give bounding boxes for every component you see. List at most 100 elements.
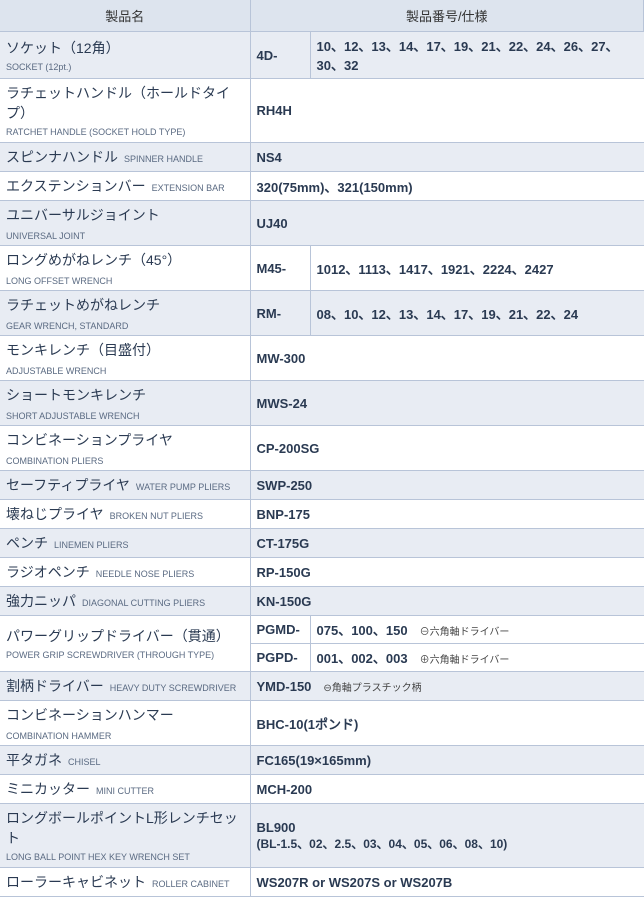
- product-spec-cell: CT-175G: [250, 529, 644, 558]
- product-code-cell: PGMD-: [250, 616, 310, 644]
- product-spec-cell: 001、002、003⊕六角軸ドライバー: [310, 644, 644, 672]
- product-code-cell: 4D-: [250, 32, 310, 79]
- product-code-cell: RM-: [250, 291, 310, 336]
- product-spec-cell: MW-300: [250, 336, 644, 381]
- product-name-jp: ユニバーサルジョイント: [6, 205, 160, 225]
- table-row: ロングボールポイントL形レンチセットLONG BALL POINT HEX KE…: [0, 804, 644, 868]
- table-row: 割柄ドライバー HEAVY DUTY SCREWDRIVER YMD-150⊖角軸プ…: [0, 672, 644, 701]
- table-row: モンキレンチ（目盛付） ADJUSTABLE WRENCH MW-300: [0, 336, 644, 381]
- product-note: ⊖六角軸ドライバー: [420, 627, 510, 638]
- product-name-en: ADJUSTABLE WRENCH: [6, 366, 106, 376]
- product-name-jp: 強力ニッパ: [6, 591, 76, 611]
- product-spec-cell: NS4: [250, 143, 644, 172]
- product-spec-cell: 320(75mm)、321(150mm): [250, 172, 644, 201]
- product-name-en: BROKEN NUT PLIERS: [110, 511, 203, 521]
- product-name-cell: ロングめがねレンチ（45°） LONG OFFSET WRENCH: [0, 246, 250, 291]
- product-name-cell: ユニバーサルジョイント UNIVERSAL JOINT: [0, 201, 250, 246]
- product-name-en: SHORT ADJUSTABLE WRENCH: [6, 411, 140, 421]
- product-name-cell: ソケット（12角） SOCKET (12pt.): [0, 32, 250, 79]
- product-name-jp: スピンナハンドル: [6, 147, 118, 167]
- product-name-jp: ローラーキャビネット: [6, 872, 146, 892]
- table-row: ラジオペンチNEEDLE NOSE PLIERSRP-150G: [0, 558, 644, 587]
- product-spec-cell: 08、10、12、13、14、17、19、21、22、24: [310, 291, 644, 336]
- table-row: コンビネーションプライヤ COMBINATION PLIERS CP-200SG: [0, 426, 644, 471]
- product-spec-cell: BNP-175: [250, 500, 644, 529]
- table-row: ラチェットめがねレンチ GEAR WRENCH, STANDARD RM-08、10…: [0, 291, 644, 336]
- table-row: ユニバーサルジョイントUNIVERSAL JOINTUJ40: [0, 201, 644, 246]
- product-spec-cell: 10、12、13、14、17、19、21、22、24、26、27、30、32: [310, 32, 644, 79]
- header-product-spec: 製品番号/仕様: [250, 0, 644, 32]
- product-name-en: EXTENSION BAR: [152, 183, 225, 193]
- product-name-cell: ミニカッター MINI CUTTER: [0, 775, 250, 804]
- product-name-cell: ローラーキャビネット ROLLER CABINET: [0, 868, 250, 897]
- table-row: ロングめがねレンチ（45°）LONG OFFSET WRENCHM45-1012…: [0, 246, 644, 291]
- product-name-en: DIAGONAL CUTTING PLIERS: [82, 598, 205, 608]
- product-name-cell: ラチェットハンドル（ホールドタイプ） RATCHET HANDLE (SOCKET…: [0, 79, 250, 143]
- product-name-jp: ショートモンキレンチ: [6, 385, 146, 405]
- table-row: スピンナハンドルSPINNER HANDLENS4: [0, 143, 644, 172]
- product-name-jp: コンビネーションプライヤ: [6, 430, 173, 450]
- product-name-jp: パワーグリップドライバー（貫通）: [6, 626, 244, 646]
- product-name-cell: 強力ニッパ DIAGONAL CUTTING PLIERS: [0, 587, 250, 616]
- product-name-jp: ロングめがねレンチ（45°）: [6, 250, 181, 270]
- product-code-cell: PGPD-: [250, 644, 310, 672]
- product-spec-cell: MWS-24: [250, 381, 644, 426]
- table-row: ペンチLINEMEN PLIERSCT-175G: [0, 529, 644, 558]
- product-name-cell: コンビネーションハンマー COMBINATION HAMMER: [0, 701, 250, 746]
- product-name-en: NEEDLE NOSE PLIERS: [96, 569, 195, 579]
- product-name-en: HEAVY DUTY SCREWDRIVER: [110, 683, 237, 693]
- product-name-jp: ロングボールポイントL形レンチセット: [6, 808, 244, 848]
- product-name-en: GEAR WRENCH, STANDARD: [6, 321, 128, 331]
- table-row: 壊ねじプライヤ BROKEN NUT PLIERS BNP-175: [0, 500, 644, 529]
- product-spec-cell: BL900(BL-1.5、02、2.5、03、04、05、06、08、10): [250, 804, 644, 868]
- product-name-cell: コンビネーションプライヤ COMBINATION PLIERS: [0, 426, 250, 471]
- product-name-cell: モンキレンチ（目盛付） ADJUSTABLE WRENCH: [0, 336, 250, 381]
- product-name-jp: 平タガネ: [6, 750, 62, 770]
- table-row: 強力ニッパDIAGONAL CUTTING PLIERSKN-150G: [0, 587, 644, 616]
- product-name-cell: 割柄ドライバー HEAVY DUTY SCREWDRIVER: [0, 672, 250, 701]
- product-name-cell: 平タガネCHISEL: [0, 746, 250, 775]
- product-name-en: UNIVERSAL JOINT: [6, 231, 85, 241]
- product-name-jp: 壊ねじプライヤ: [6, 504, 104, 524]
- product-name-jp: モンキレンチ（目盛付）: [6, 340, 160, 360]
- product-name-jp: 割柄ドライバー: [6, 676, 104, 696]
- product-spec-cell: YMD-150⊖角軸プラスチック柄: [250, 672, 644, 701]
- product-name-en: ROLLER CABINET: [152, 879, 230, 889]
- product-name-jp: ソケット（12角）: [6, 38, 244, 58]
- product-spec-cell: CP-200SG: [250, 426, 644, 471]
- product-name-en: SOCKET (12pt.): [6, 62, 71, 72]
- product-name-jp: コンビネーションハンマー: [6, 705, 174, 725]
- product-spec-cell: BHC-10(1ポンド): [250, 701, 644, 746]
- product-name-en: POWER GRIP SCREWDRIVER (THROUGH TYPE): [6, 650, 214, 660]
- product-name-cell: 壊ねじプライヤ BROKEN NUT PLIERS: [0, 500, 250, 529]
- product-name-cell: エクステンションバーEXTENSION BAR: [0, 172, 250, 201]
- product-name-en: MINI CUTTER: [96, 786, 154, 796]
- table-row: コンビネーションハンマー COMBINATION HAMMER BHC-10(1ポン…: [0, 701, 644, 746]
- product-name-cell: ペンチLINEMEN PLIERS: [0, 529, 250, 558]
- product-spec-table: 製品名 製品番号/仕様 ソケット（12角） SOCKET (12pt.) 4D-10…: [0, 0, 644, 897]
- product-name-en: COMBINATION PLIERS: [6, 456, 103, 466]
- product-name-en: RATCHET HANDLE (SOCKET HOLD TYPE): [6, 127, 185, 137]
- product-note: ⊖角軸プラスチック柄: [323, 683, 421, 694]
- table-row: ソケット（12角） SOCKET (12pt.) 4D-10、12、13、14、17…: [0, 32, 644, 79]
- product-name-en: COMBINATION HAMMER: [6, 731, 111, 741]
- header-product-name: 製品名: [0, 0, 250, 32]
- table-row: ショートモンキレンチ SHORT ADJUSTABLE WRENCH MWS-24: [0, 381, 644, 426]
- product-spec-cell: SWP-250: [250, 471, 644, 500]
- product-spec-cell: RH4H: [250, 79, 644, 143]
- product-name-jp: ラチェットハンドル（ホールドタイプ）: [6, 83, 244, 123]
- product-name-en: WATER PUMP PLIERS: [136, 482, 230, 492]
- product-name-jp: セーフティプライヤ: [6, 475, 130, 495]
- table-row: セーフティプライヤ WATER PUMP PLIERS SWP-250: [0, 471, 644, 500]
- product-name-en: LONG OFFSET WRENCH: [6, 276, 112, 286]
- product-name-cell: ロングボールポイントL形レンチセットLONG BALL POINT HEX KE…: [0, 804, 250, 868]
- product-note: ⊕六角軸ドライバー: [420, 655, 510, 666]
- product-code-cell: M45-: [250, 246, 310, 291]
- table-row: ミニカッターMINI CUTTERMCH-200: [0, 775, 644, 804]
- table-row: エクステンションバーEXTENSION BAR320(75mm)、321(150…: [0, 172, 644, 201]
- product-spec-cell: FC165(19×165mm): [250, 746, 644, 775]
- product-name-jp: ミニカッター: [6, 779, 90, 799]
- product-spec-cell: WS207R or WS207S or WS207B: [250, 868, 644, 897]
- product-name-jp: ラチェットめがねレンチ: [6, 295, 160, 315]
- product-name-cell: ショートモンキレンチ SHORT ADJUSTABLE WRENCH: [0, 381, 250, 426]
